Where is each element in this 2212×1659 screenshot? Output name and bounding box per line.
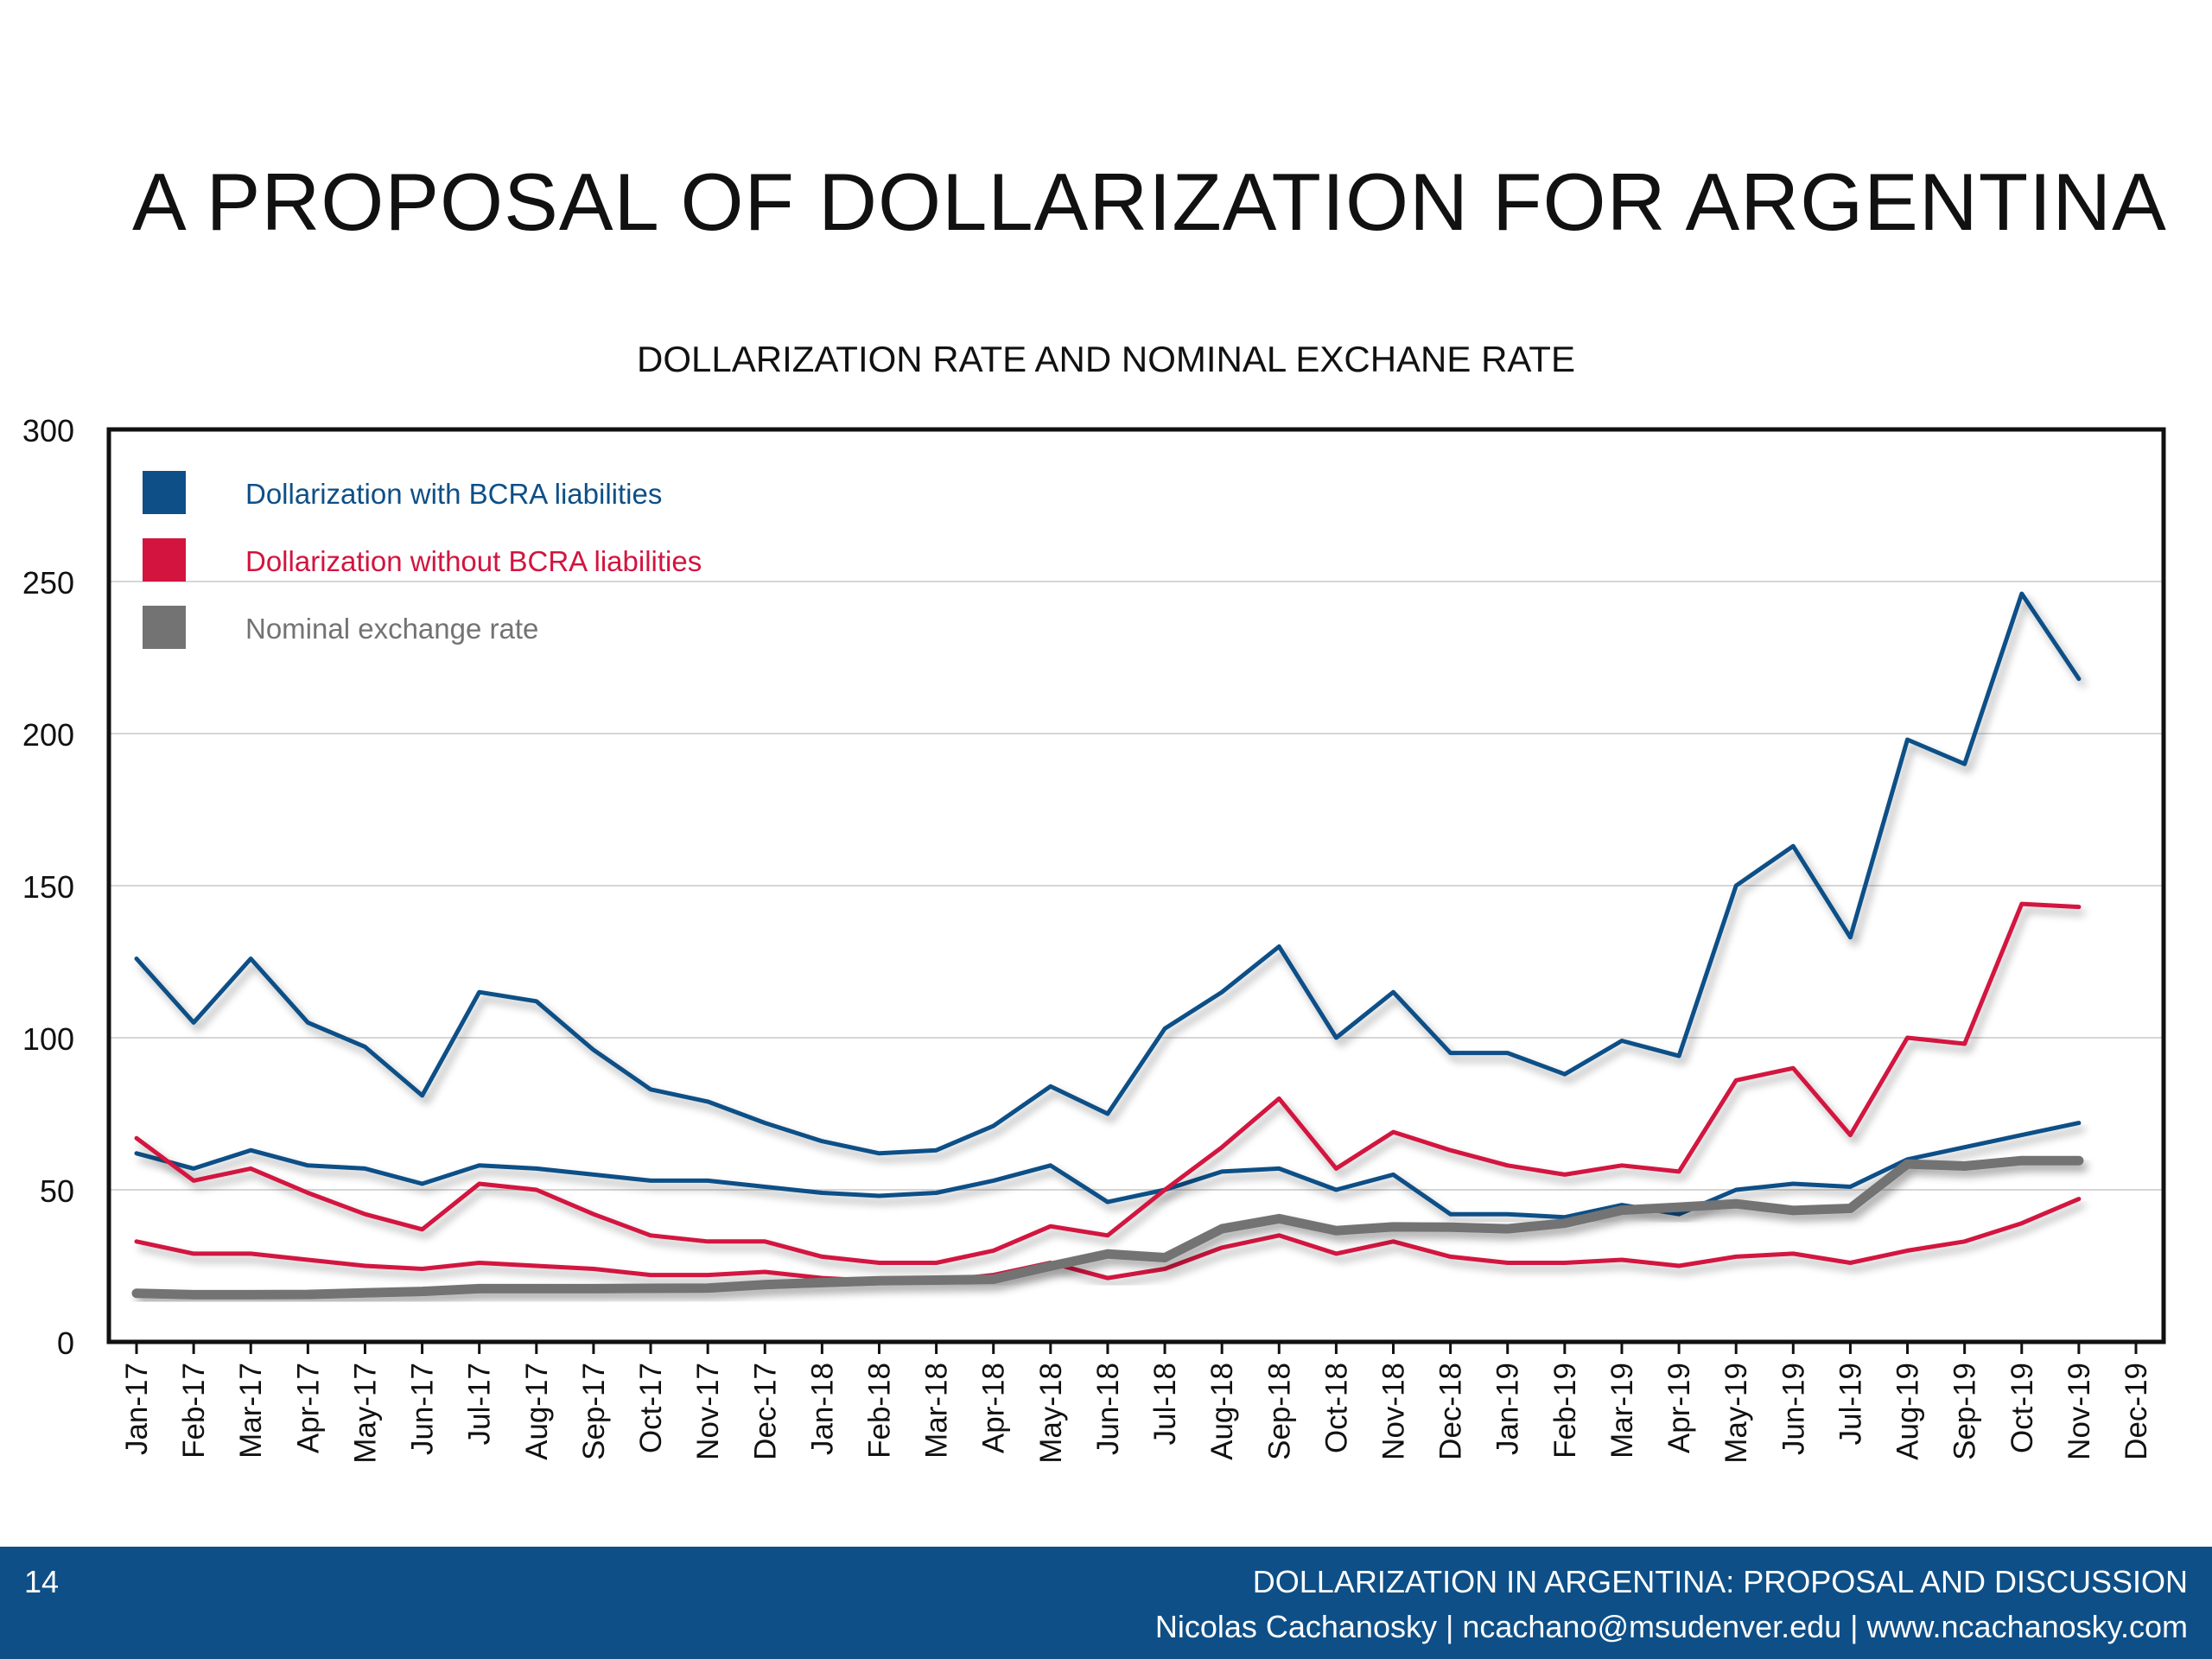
footer-bar: 14 DOLLARIZATION IN ARGENTINA: PROPOSAL … (0, 1547, 2212, 1659)
y-tick-label: 250 (22, 565, 74, 601)
x-tick-label: Feb-17 (177, 1363, 211, 1459)
x-tick-label: Oct-18 (1319, 1363, 1353, 1453)
x-tick-label: Jun-18 (1091, 1363, 1125, 1455)
legend-swatch (143, 606, 186, 649)
x-tick-label: Jun-19 (1777, 1363, 1810, 1455)
x-tick-label: May-19 (1719, 1363, 1753, 1464)
y-axis-ticks: 0 50 100 150 200 250 300 (22, 413, 74, 1361)
series-line (134, 1197, 2082, 1284)
y-tick-label: 0 (57, 1325, 74, 1361)
page-number: 14 (24, 1564, 60, 1599)
x-tick-label: Aug-18 (1205, 1363, 1239, 1460)
legend-label: Dollarization without BCRA liabilities (245, 545, 702, 577)
chart-title: DOLLARIZATION RATE AND NOMINAL EXCHANE R… (637, 339, 1575, 379)
x-tick-label: Apr-17 (291, 1363, 325, 1453)
series-line (134, 1121, 2082, 1220)
x-axis-ticks: Jan-17 Feb-17 Mar-17 Apr-17 May-17 Jun-17 Jul-… (120, 1342, 2153, 1464)
x-tick-label: Feb-19 (1548, 1363, 1582, 1459)
x-tick-label: Jun-17 (406, 1363, 440, 1455)
y-tick-label: 100 (22, 1021, 74, 1057)
x-tick-label: Dec-18 (1434, 1363, 1468, 1460)
x-tick-label: Nov-19 (2063, 1363, 2096, 1460)
y-tick-label: 200 (22, 717, 74, 753)
x-tick-label: Apr-18 (977, 1363, 1011, 1453)
x-tick-label: May-17 (348, 1363, 382, 1464)
x-tick-label: Jul-18 (1148, 1363, 1182, 1445)
footer-title: DOLLARIZATION IN ARGENTINA: PROPOSAL AND… (1252, 1564, 2188, 1599)
x-tick-label: Nov-18 (1377, 1363, 1411, 1460)
series-line (134, 901, 2082, 1265)
y-tick-label: 150 (22, 869, 74, 905)
x-tick-label: Feb-18 (862, 1363, 896, 1459)
x-tick-label: Oct-17 (634, 1363, 668, 1453)
slide-title: A PROPOSAL OF DOLLARIZATION FOR ARGENTIN… (132, 156, 2167, 247)
x-tick-label: Jan-19 (1491, 1363, 1525, 1455)
x-tick-label: Oct-19 (2005, 1363, 2039, 1453)
series-line (134, 591, 2082, 1156)
x-tick-label: Mar-17 (234, 1363, 268, 1459)
x-tick-label: Apr-19 (1662, 1363, 1696, 1453)
x-tick-label: Jan-18 (805, 1363, 839, 1455)
x-tick-label: Jul-17 (463, 1363, 497, 1445)
x-tick-label: Dec-19 (2120, 1363, 2153, 1460)
line-chart: 0 50 100 150 200 250 300 Jan-17 Feb-17 Mar-17 Apr… (22, 413, 2166, 1464)
plot-area-border (106, 427, 2166, 1344)
x-tick-label: Jul-19 (1834, 1363, 1867, 1445)
legend-label: Nominal exchange rate (245, 613, 538, 645)
x-tick-label: Aug-19 (1891, 1363, 1925, 1460)
x-tick-label: Sep-17 (577, 1363, 611, 1460)
x-tick-label: Nov-17 (691, 1363, 725, 1460)
y-tick-label: 50 (40, 1173, 74, 1209)
x-tick-label: Sep-18 (1262, 1363, 1296, 1460)
legend-label: Dollarization with BCRA liabilities (245, 478, 662, 510)
x-tick-label: Dec-17 (748, 1363, 782, 1460)
x-tick-label: Sep-19 (1948, 1363, 1982, 1460)
legend: Dollarization with BCRA liabilities Dolla… (143, 471, 702, 649)
x-tick-label: Mar-19 (1605, 1363, 1639, 1459)
gridlines (109, 581, 2164, 1191)
x-tick-label: Jan-17 (120, 1363, 154, 1455)
legend-swatch (143, 471, 186, 514)
legend-swatch (143, 538, 186, 582)
footer-credit: Nicolas Cachanosky | ncachano@msudenver.… (1154, 1609, 2188, 1644)
series-line (131, 1155, 2084, 1300)
x-tick-label: Aug-17 (520, 1363, 554, 1460)
y-tick-label: 300 (22, 413, 74, 448)
x-tick-label: Mar-18 (920, 1363, 954, 1459)
x-tick-label: May-18 (1034, 1363, 1068, 1464)
series-lines (131, 591, 2084, 1300)
